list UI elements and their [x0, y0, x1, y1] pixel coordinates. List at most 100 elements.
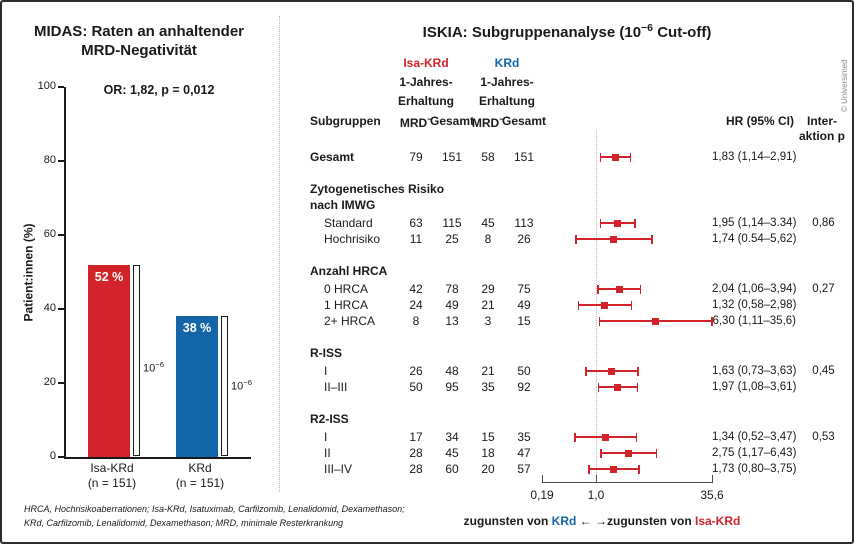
cell-gesamt-isakrd: 45 [445, 446, 459, 460]
bar-value-label: 52 % [94, 270, 124, 284]
row-label: III–IV [324, 462, 353, 476]
cell-interaction-p [800, 297, 847, 313]
cell-gesamt-isakrd: 25 [445, 232, 459, 246]
cell-hr-ci: 1,34 (0,52–3,47) [712, 431, 797, 443]
cell-mrd-krd: 15 [481, 430, 495, 444]
row-label: Gesamt [310, 150, 355, 164]
row-label: R2-ISS [310, 412, 349, 426]
table-row-i: I 17 34 15 35 1,34 (0,52–3,47) 0,53 [300, 429, 847, 445]
cell-mrd-isakrd: 8 [412, 314, 420, 328]
ci-plot-cell [542, 149, 712, 165]
cell-mrd-krd: 18 [481, 446, 495, 460]
table-row-ii: II 28 45 18 47 2,75 (1,17–6,43) [300, 445, 847, 461]
cell-gesamt-isakrd: 34 [445, 430, 459, 444]
odds-ratio-annotation: OR: 1,82, p = 0,012 [103, 83, 215, 97]
cell-gesamt-krd: 113 [514, 216, 534, 230]
cell-hr-ci: 2,75 (1,17–6,43) [712, 447, 797, 459]
cell-interaction-p: 0,86 [812, 217, 835, 229]
row-label: I [324, 364, 328, 378]
arm-name-krd: KRd [494, 56, 520, 70]
ci-plot-cell [542, 363, 712, 379]
cell-hr-ci: 1,73 (0,80–3,75) [712, 463, 797, 475]
bar-Isa-KRd [88, 265, 130, 457]
cell-gesamt-isakrd: 13 [445, 314, 459, 328]
y-tick-mark [58, 160, 64, 162]
ci-cap-high [637, 366, 639, 376]
cell-mrd-isakrd: 42 [409, 282, 423, 296]
x-category-n-label: (n = 151) [87, 476, 137, 490]
col-header-gesamt-1: Gesamt [430, 114, 475, 128]
y-axis-line [64, 87, 66, 458]
null-effect-reference-line [596, 130, 597, 483]
hr-point-marker [614, 383, 622, 391]
cell-mrd-krd: 58 [481, 150, 495, 164]
row-label: Standard [324, 216, 373, 230]
ci-cap-high [638, 464, 640, 474]
ci-cap-low [574, 432, 576, 442]
table-row-i: I 26 48 21 50 1,63 (0,73–3,63) 0,45 [300, 363, 847, 379]
right-chart-title: ISKIA: Subgruppenanalyse (10−6 Cut-off) [422, 22, 712, 41]
cell-mrd-isakrd: 63 [409, 216, 423, 230]
cell-gesamt-isakrd: 95 [445, 380, 459, 394]
ci-plot-cell [542, 297, 712, 313]
cell-gesamt-isakrd: 49 [445, 298, 459, 312]
cell-interaction-p [800, 313, 847, 329]
col-header-mrd-1: MRD− [399, 114, 433, 130]
x-category-label: Isa-KRd [90, 461, 134, 475]
row-label: II–III [324, 380, 348, 394]
cell-mrd-krd: 45 [481, 216, 495, 230]
ci-cap-high [634, 218, 636, 228]
hr-point-marker [652, 317, 660, 325]
cell-mrd-isakrd: 24 [409, 298, 423, 312]
bar-outline-KRd [221, 316, 228, 456]
hr-point-marker [610, 465, 618, 473]
cell-mrd-krd: 20 [481, 462, 495, 476]
x-axis-line [64, 457, 251, 459]
ci-cap-high [629, 152, 632, 162]
cell-hr-ci: 1,97 (1,08–3,61) [712, 381, 797, 393]
cell-gesamt-krd: 57 [517, 462, 531, 476]
row-label: 1 HRCA [324, 298, 369, 312]
ci-cap-low [577, 300, 580, 310]
col-header-subgroup: Subgruppen [310, 114, 381, 128]
cell-mrd-krd: 29 [481, 282, 495, 296]
cell-gesamt-krd: 151 [513, 150, 535, 164]
cell-mrd-krd: 8 [484, 232, 492, 246]
left-chart-title-line2: MRD-Negativität [81, 42, 197, 59]
hr-point-marker [614, 219, 622, 227]
cell-gesamt-krd: 35 [517, 430, 531, 444]
row-label-line1: Zytogenetisches Risiko [310, 182, 445, 196]
row-label: II [324, 446, 331, 460]
hr-axis-tick [712, 475, 714, 483]
cell-hr-ci: 1,32 (0,58–2,98) [712, 299, 797, 311]
cell-mrd-krd: 21 [481, 298, 495, 312]
cell-hr-ci: 1,83 (1,14–2,91) [712, 151, 797, 163]
row-label: Zytogenetisches Risiko nach IMWG [300, 181, 445, 213]
cell-mrd-isakrd: 50 [409, 380, 423, 394]
cell-mrd-krd: 35 [481, 380, 495, 394]
ci-cap-high [635, 432, 638, 442]
ci-plot-cell [542, 379, 712, 395]
arm-header-isakrd: Isa-KRd 1-Jahres- Erhaltung [376, 54, 476, 111]
ci-plot-cell [542, 281, 712, 297]
cell-gesamt-isakrd: 115 [442, 216, 462, 230]
hr-axis-tick-label: 0,19 [530, 488, 554, 502]
left-chart-title: MIDAS: Raten an anhaltender MRD-Negativi… [6, 22, 272, 60]
cell-gesamt-isakrd: 151 [441, 150, 463, 164]
cell-gesamt-krd: 15 [517, 314, 531, 328]
footnote-line2: KRd, Carfilzomib, Lenalidomid, Dexametha… [24, 518, 344, 528]
ci-cap-high [636, 382, 639, 392]
table-row-r-iss: R-ISS [300, 345, 847, 361]
x-category-label: KRd [188, 461, 212, 475]
ci-cap-high [639, 284, 642, 294]
y-tick-mark [58, 308, 64, 310]
table-row-0-hrca: 0 HRCA 42 78 29 75 2,04 (1,06–3,94) 0,27 [300, 281, 847, 297]
ci-cap-low [598, 316, 601, 326]
ci-cap-high [630, 300, 633, 310]
cell-interaction-p: 0,27 [812, 283, 835, 295]
cell-gesamt-krd: 92 [517, 380, 531, 394]
table-row-gesamt: Gesamt 79 151 58 151 1,83 (1,14–2,91) [300, 149, 847, 165]
cell-hr-ci: 1,63 (0,73–3,63) [712, 365, 797, 377]
cell-mrd-isakrd: 17 [409, 430, 423, 444]
mrd-threshold-label: 10−6 [143, 360, 165, 375]
